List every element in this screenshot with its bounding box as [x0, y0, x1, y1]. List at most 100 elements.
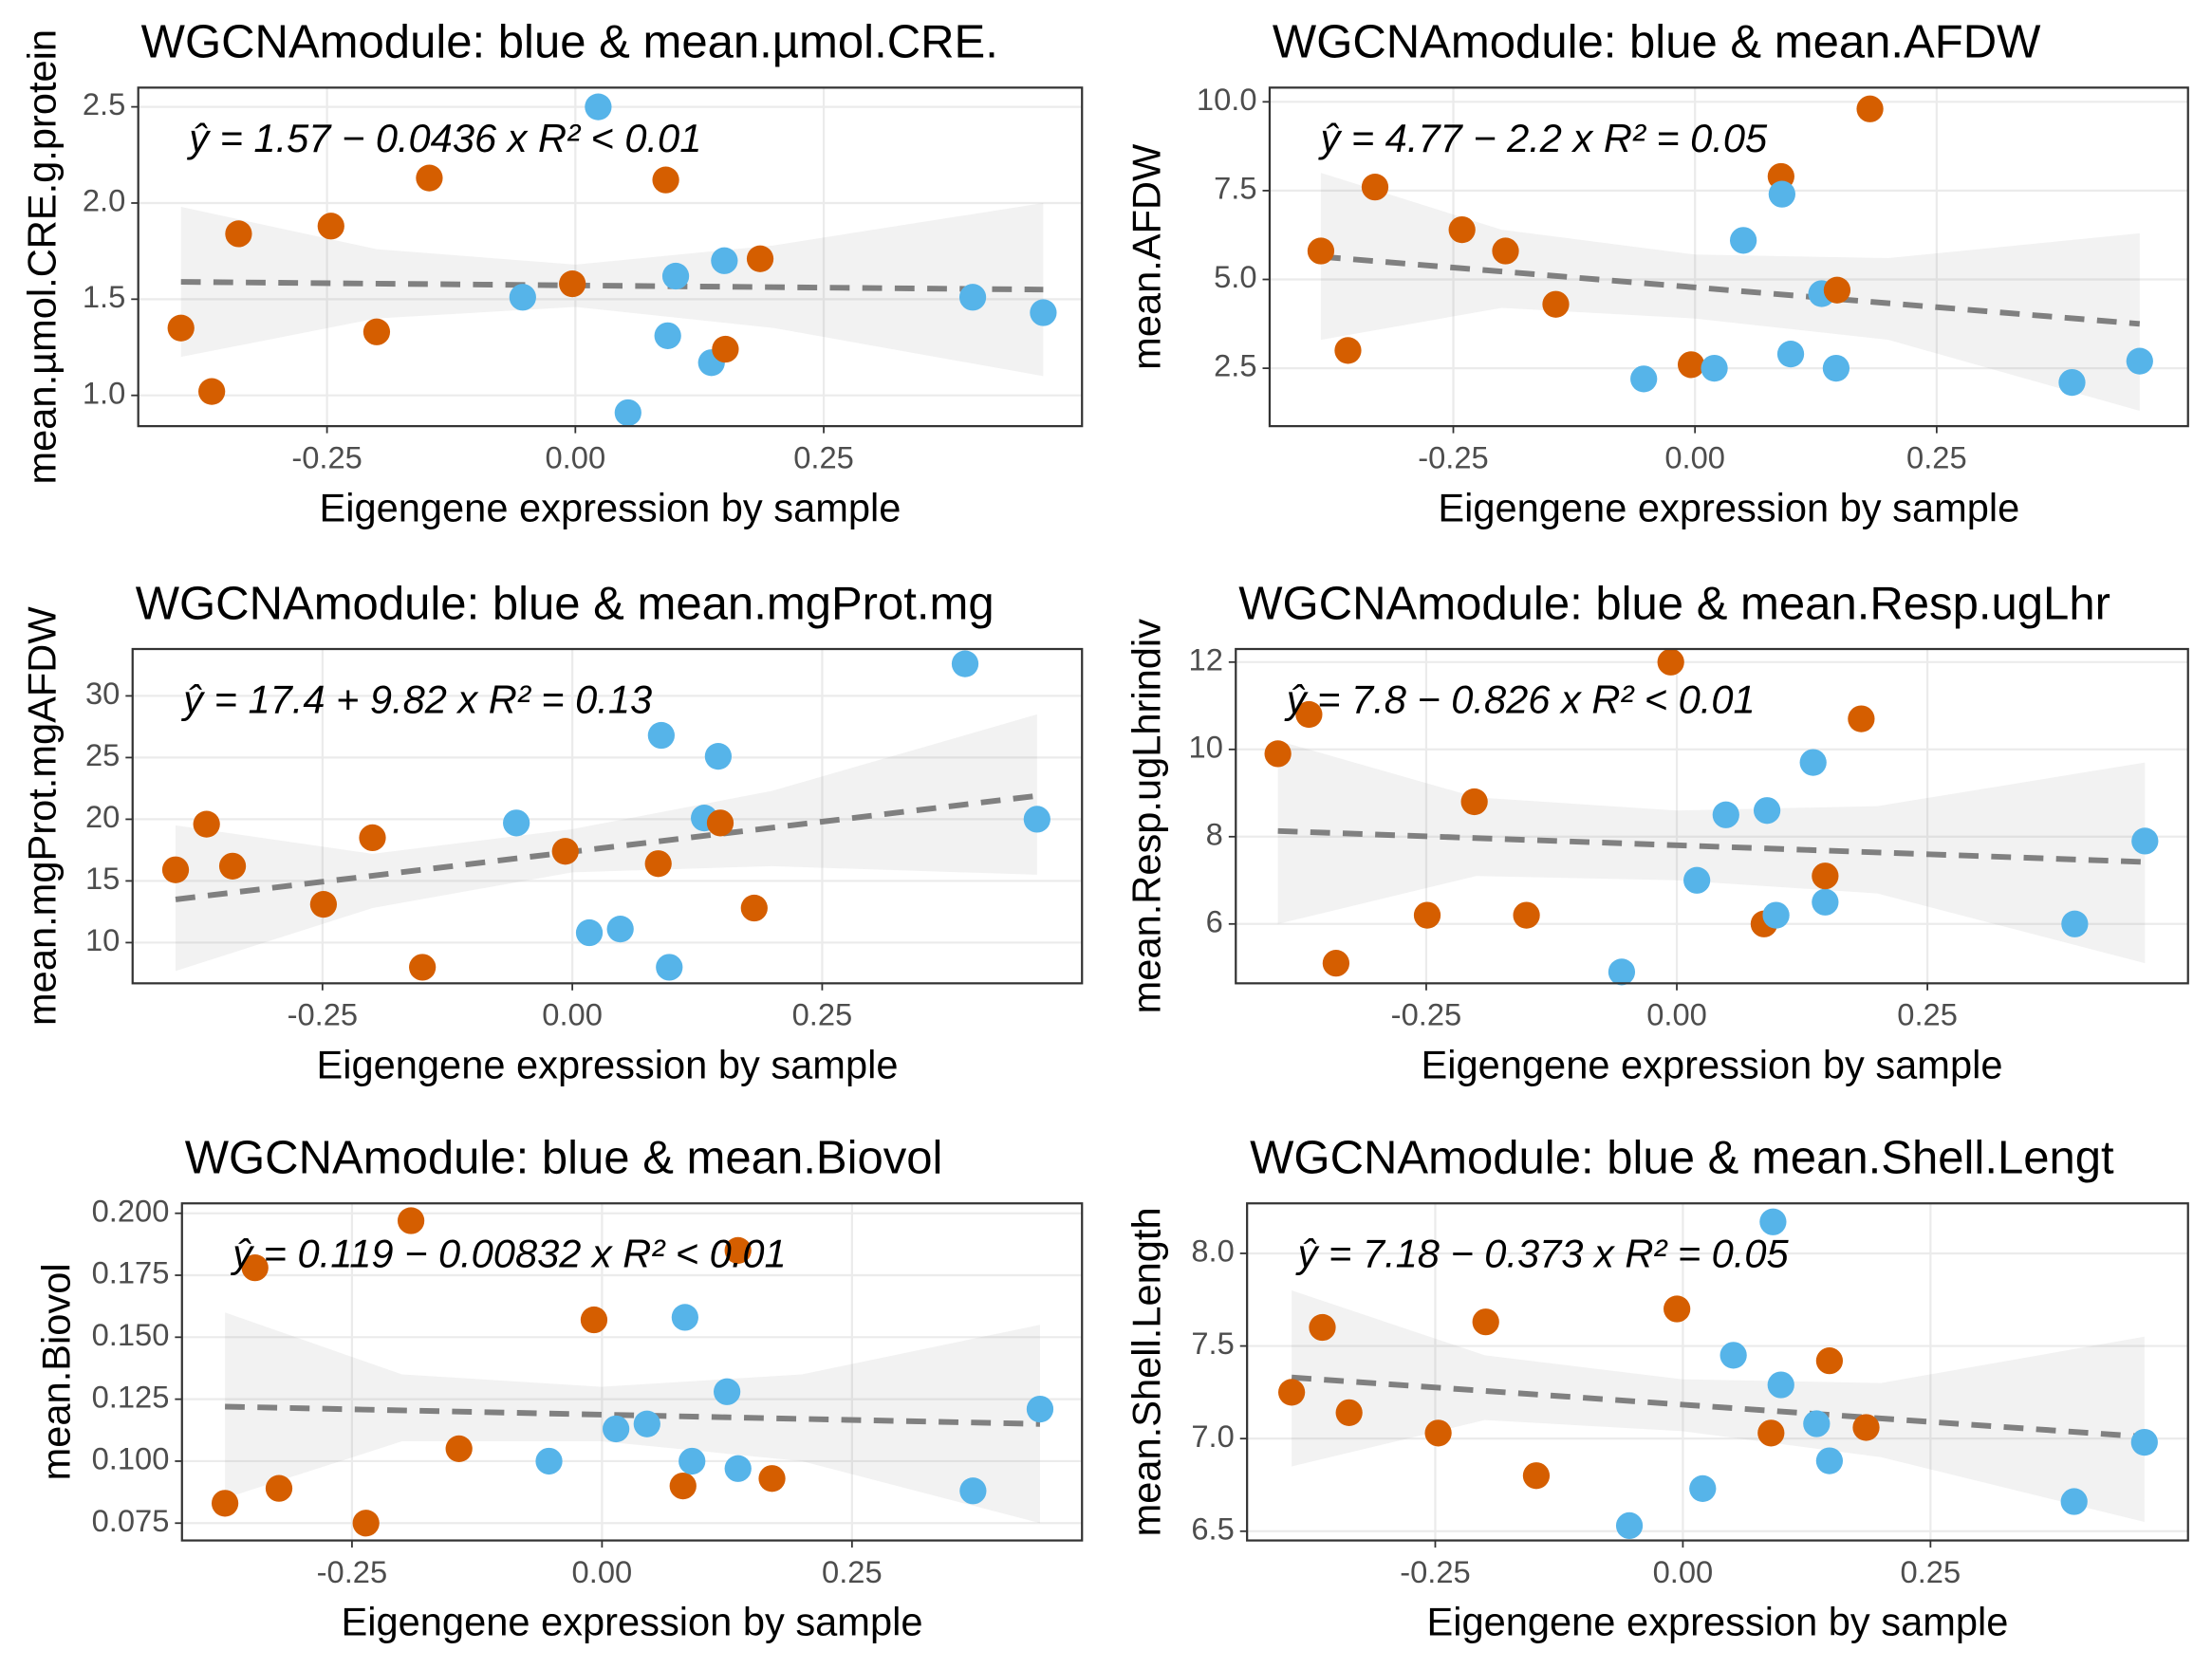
confidence-band — [180, 202, 1044, 377]
point — [1767, 1371, 1794, 1399]
point — [2060, 1488, 2088, 1515]
x-tick-label: 0.00 — [1664, 439, 1725, 474]
point — [678, 1447, 706, 1475]
y-tick-label: 0.150 — [92, 1317, 170, 1352]
plot-border — [137, 86, 1084, 428]
y-tick-label: 25 — [85, 737, 120, 772]
point — [1815, 1447, 1844, 1474]
panel: 6 8 10 12 -0.25 0.00 0.25 ŷ = 7.8 − 0.826 x R² … — [1125, 578, 2189, 1087]
point — [958, 284, 987, 311]
fit-line — [180, 279, 1044, 293]
fit-line — [1277, 827, 2146, 865]
point — [1492, 237, 1519, 265]
y-axis-label: mean.AFDW — [1125, 143, 1169, 370]
y-tick-label: 8 — [1206, 816, 1223, 851]
point — [218, 852, 247, 880]
point — [633, 1410, 660, 1437]
confidence-band — [1277, 740, 2146, 964]
x-tick-label: 0.25 — [822, 1554, 883, 1589]
point — [706, 809, 734, 837]
y-tick-label: 0.175 — [92, 1255, 170, 1290]
y-tick-label: 2.5 — [1214, 348, 1256, 383]
x-tick-label: -0.25 — [1400, 1554, 1471, 1589]
point — [1448, 215, 1476, 244]
point — [1677, 351, 1705, 379]
point — [1335, 1399, 1363, 1426]
point — [1322, 950, 1350, 977]
point — [559, 269, 586, 298]
point — [1753, 797, 1781, 825]
point — [606, 916, 634, 943]
point — [1823, 276, 1851, 304]
point — [2131, 827, 2159, 855]
x-tick-label: 0.25 — [793, 439, 854, 474]
x-axis-label: Eigengene expression by sample — [342, 1600, 923, 1644]
x-axis-label: Eigengene expression by sample — [1422, 1043, 2003, 1087]
x-tick-label: -0.25 — [291, 439, 362, 474]
point — [1460, 788, 1488, 816]
y-axis-label: mean.Biovol — [33, 1263, 78, 1480]
confidence-band — [1320, 173, 2140, 412]
point — [1361, 174, 1389, 201]
point — [1701, 354, 1728, 382]
y-tick-label: 7.5 — [1191, 1326, 1234, 1361]
point — [241, 1254, 269, 1282]
point — [1413, 901, 1441, 929]
y-tick-label: 2.0 — [83, 183, 125, 218]
point — [1776, 341, 1805, 368]
fit-line — [1291, 1374, 2146, 1440]
chart-title: WGCNAmodule: blue & mean.Biovol — [185, 1133, 943, 1184]
point — [671, 1304, 698, 1331]
point — [193, 810, 220, 838]
x-axis-label: Eigengene expression by sample — [319, 485, 901, 529]
point — [1424, 1419, 1452, 1447]
point — [758, 1465, 786, 1493]
plot-background — [138, 87, 1083, 427]
point — [2130, 1428, 2158, 1456]
point — [1472, 1308, 1499, 1336]
point — [575, 918, 604, 947]
fit-line — [1320, 253, 2141, 327]
point — [746, 245, 774, 272]
point — [1309, 1313, 1336, 1342]
point — [503, 809, 530, 837]
point — [1729, 227, 1757, 254]
point — [647, 721, 675, 750]
point — [1719, 1342, 1747, 1369]
point — [1513, 901, 1540, 929]
x-tick-label: 0.25 — [1906, 439, 1967, 474]
y-tick-label: 10 — [85, 922, 120, 957]
annotation: ŷ = 4.77 − 2.2 x R² = 0.05 — [1317, 116, 1768, 160]
x-tick-label: -0.25 — [1391, 997, 1462, 1032]
y-tick-label: 15 — [85, 861, 120, 896]
y-tick-label: 1.0 — [83, 375, 125, 410]
point — [1762, 901, 1790, 929]
y-tick-label: 5.0 — [1214, 259, 1256, 294]
y-tick-label: 0.075 — [92, 1503, 170, 1538]
point — [1856, 95, 1884, 122]
y-tick-label: 20 — [85, 799, 120, 834]
point — [161, 856, 190, 883]
point — [713, 1378, 741, 1405]
plot-border — [1268, 86, 2189, 428]
point — [1683, 866, 1711, 894]
point — [1334, 337, 1362, 364]
point — [585, 93, 612, 121]
plot-border — [1246, 1202, 2189, 1542]
point — [416, 164, 443, 192]
point — [409, 954, 437, 981]
point — [2061, 910, 2089, 937]
point — [1803, 1410, 1831, 1437]
point — [603, 1415, 630, 1443]
point — [397, 1207, 425, 1234]
panel: 10 15 20 25 30 -0.25 0.00 0.25 ŷ = 17.4 + 9.82 x… — [20, 578, 1084, 1087]
point — [740, 894, 768, 922]
x-tick-label: 0.00 — [1653, 1554, 1714, 1589]
annotation: ŷ = 17.4 + 9.82 x R² = 0.13 — [180, 677, 652, 722]
chart-title: WGCNAmodule: blue & mean.Shell.Lengt — [1250, 1133, 2114, 1184]
confidence-band — [176, 714, 1037, 972]
point — [652, 166, 679, 194]
point — [654, 322, 681, 349]
point — [1822, 354, 1850, 382]
y-tick-label: 10 — [1189, 729, 1223, 764]
